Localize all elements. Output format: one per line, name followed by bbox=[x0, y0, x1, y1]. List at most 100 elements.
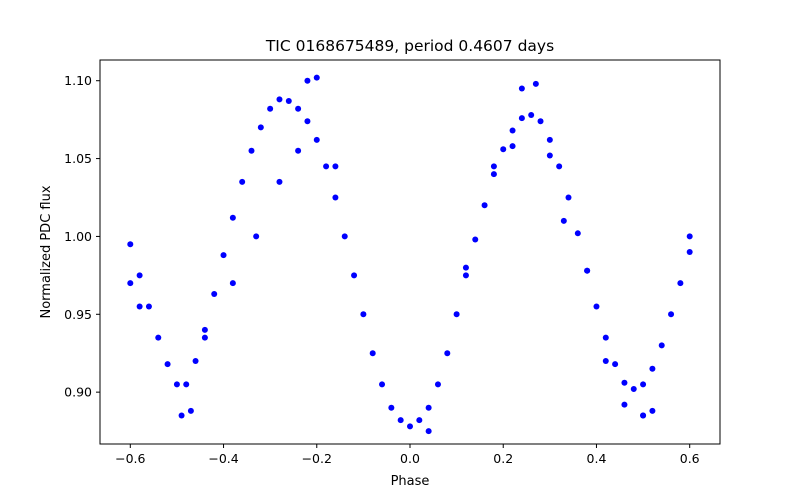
data-point bbox=[593, 303, 600, 310]
data-point bbox=[668, 311, 675, 318]
y-tick-label: 0.95 bbox=[64, 307, 92, 322]
data-point bbox=[388, 404, 395, 411]
data-point bbox=[304, 118, 311, 125]
data-point bbox=[360, 311, 367, 318]
data-point bbox=[677, 280, 684, 287]
data-point bbox=[407, 423, 413, 430]
x-tick-label: 0.2 bbox=[493, 451, 513, 466]
data-point bbox=[248, 147, 255, 154]
data-point bbox=[546, 152, 553, 159]
x-axis-label: Phase bbox=[391, 474, 430, 489]
data-point bbox=[434, 381, 441, 388]
data-point bbox=[192, 358, 199, 364]
data-point bbox=[416, 417, 423, 424]
data-point bbox=[211, 291, 218, 298]
data-point bbox=[313, 74, 320, 81]
data-point bbox=[509, 127, 516, 134]
data-point bbox=[649, 407, 656, 414]
data-point bbox=[379, 381, 386, 388]
data-point bbox=[621, 379, 628, 386]
data-point bbox=[658, 342, 665, 349]
data-point bbox=[425, 428, 432, 435]
data-point bbox=[518, 85, 525, 92]
data-point bbox=[560, 217, 567, 224]
data-point bbox=[490, 163, 497, 170]
data-point bbox=[201, 326, 208, 333]
data-point bbox=[472, 236, 479, 243]
data-point bbox=[500, 146, 507, 153]
data-point bbox=[313, 136, 320, 143]
data-point bbox=[127, 241, 134, 248]
data-point bbox=[584, 267, 591, 274]
data-point bbox=[630, 386, 637, 393]
data-point bbox=[462, 272, 469, 279]
chart-title: TIC 0168675489, period 0.4607 days bbox=[265, 37, 554, 55]
data-point bbox=[220, 252, 227, 259]
data-point bbox=[136, 272, 143, 279]
data-point bbox=[267, 105, 274, 112]
data-point bbox=[136, 303, 143, 310]
data-point bbox=[351, 272, 358, 279]
data-point bbox=[201, 334, 208, 341]
data-point bbox=[649, 365, 656, 372]
data-point bbox=[481, 202, 488, 209]
data-point bbox=[276, 178, 283, 185]
data-point bbox=[127, 280, 134, 287]
x-tick-label: 0.6 bbox=[680, 451, 700, 466]
data-point bbox=[509, 143, 516, 150]
data-point bbox=[145, 303, 152, 310]
data-point bbox=[532, 80, 539, 87]
data-point bbox=[612, 361, 619, 368]
data-point bbox=[574, 230, 581, 237]
x-tick-label: 0.0 bbox=[400, 451, 420, 466]
data-point bbox=[640, 381, 647, 388]
data-point bbox=[173, 381, 180, 388]
x-axis-ticks: −0.6 −0.4 −0.2 0.0 0.2 0.4 0.6 bbox=[115, 444, 700, 466]
data-points bbox=[127, 74, 693, 435]
data-point bbox=[686, 249, 693, 255]
y-tick-label: 1.05 bbox=[64, 151, 92, 166]
data-point bbox=[462, 264, 469, 271]
data-point bbox=[332, 194, 339, 201]
data-point bbox=[164, 361, 171, 368]
data-point bbox=[304, 77, 311, 84]
data-point bbox=[323, 163, 330, 170]
data-point bbox=[537, 118, 544, 125]
data-point bbox=[556, 163, 563, 170]
data-point bbox=[444, 350, 451, 357]
y-tick-label: 1.00 bbox=[64, 229, 92, 244]
data-point bbox=[295, 147, 302, 154]
data-point bbox=[187, 407, 194, 414]
data-point bbox=[686, 233, 693, 240]
data-point bbox=[518, 115, 525, 122]
data-point bbox=[369, 350, 376, 357]
x-tick-label: −0.6 bbox=[115, 451, 145, 466]
x-tick-label: −0.4 bbox=[208, 451, 238, 466]
data-point bbox=[229, 214, 236, 221]
data-point bbox=[602, 358, 609, 364]
data-point bbox=[332, 163, 339, 170]
y-tick-label: 0.90 bbox=[64, 385, 92, 400]
y-axis-label: Normalized PDC flux bbox=[39, 185, 54, 318]
data-point bbox=[257, 124, 264, 131]
x-tick-label: 0.4 bbox=[587, 451, 607, 466]
data-point bbox=[295, 105, 302, 112]
data-point bbox=[178, 412, 185, 419]
data-point bbox=[565, 194, 572, 201]
data-point bbox=[276, 96, 283, 103]
data-point bbox=[183, 381, 190, 388]
data-point bbox=[490, 171, 497, 178]
data-point bbox=[528, 111, 535, 118]
data-point bbox=[253, 233, 260, 240]
data-point bbox=[621, 401, 628, 408]
y-axis-ticks: 0.90 0.95 1.00 1.05 1.10 bbox=[64, 73, 100, 400]
data-point bbox=[546, 136, 553, 143]
data-point bbox=[229, 280, 236, 287]
data-point bbox=[239, 178, 246, 185]
data-point bbox=[453, 311, 460, 318]
plot-frame bbox=[99, 59, 721, 445]
data-point bbox=[341, 233, 348, 240]
data-point bbox=[640, 412, 647, 419]
x-tick-label: −0.2 bbox=[302, 451, 332, 466]
